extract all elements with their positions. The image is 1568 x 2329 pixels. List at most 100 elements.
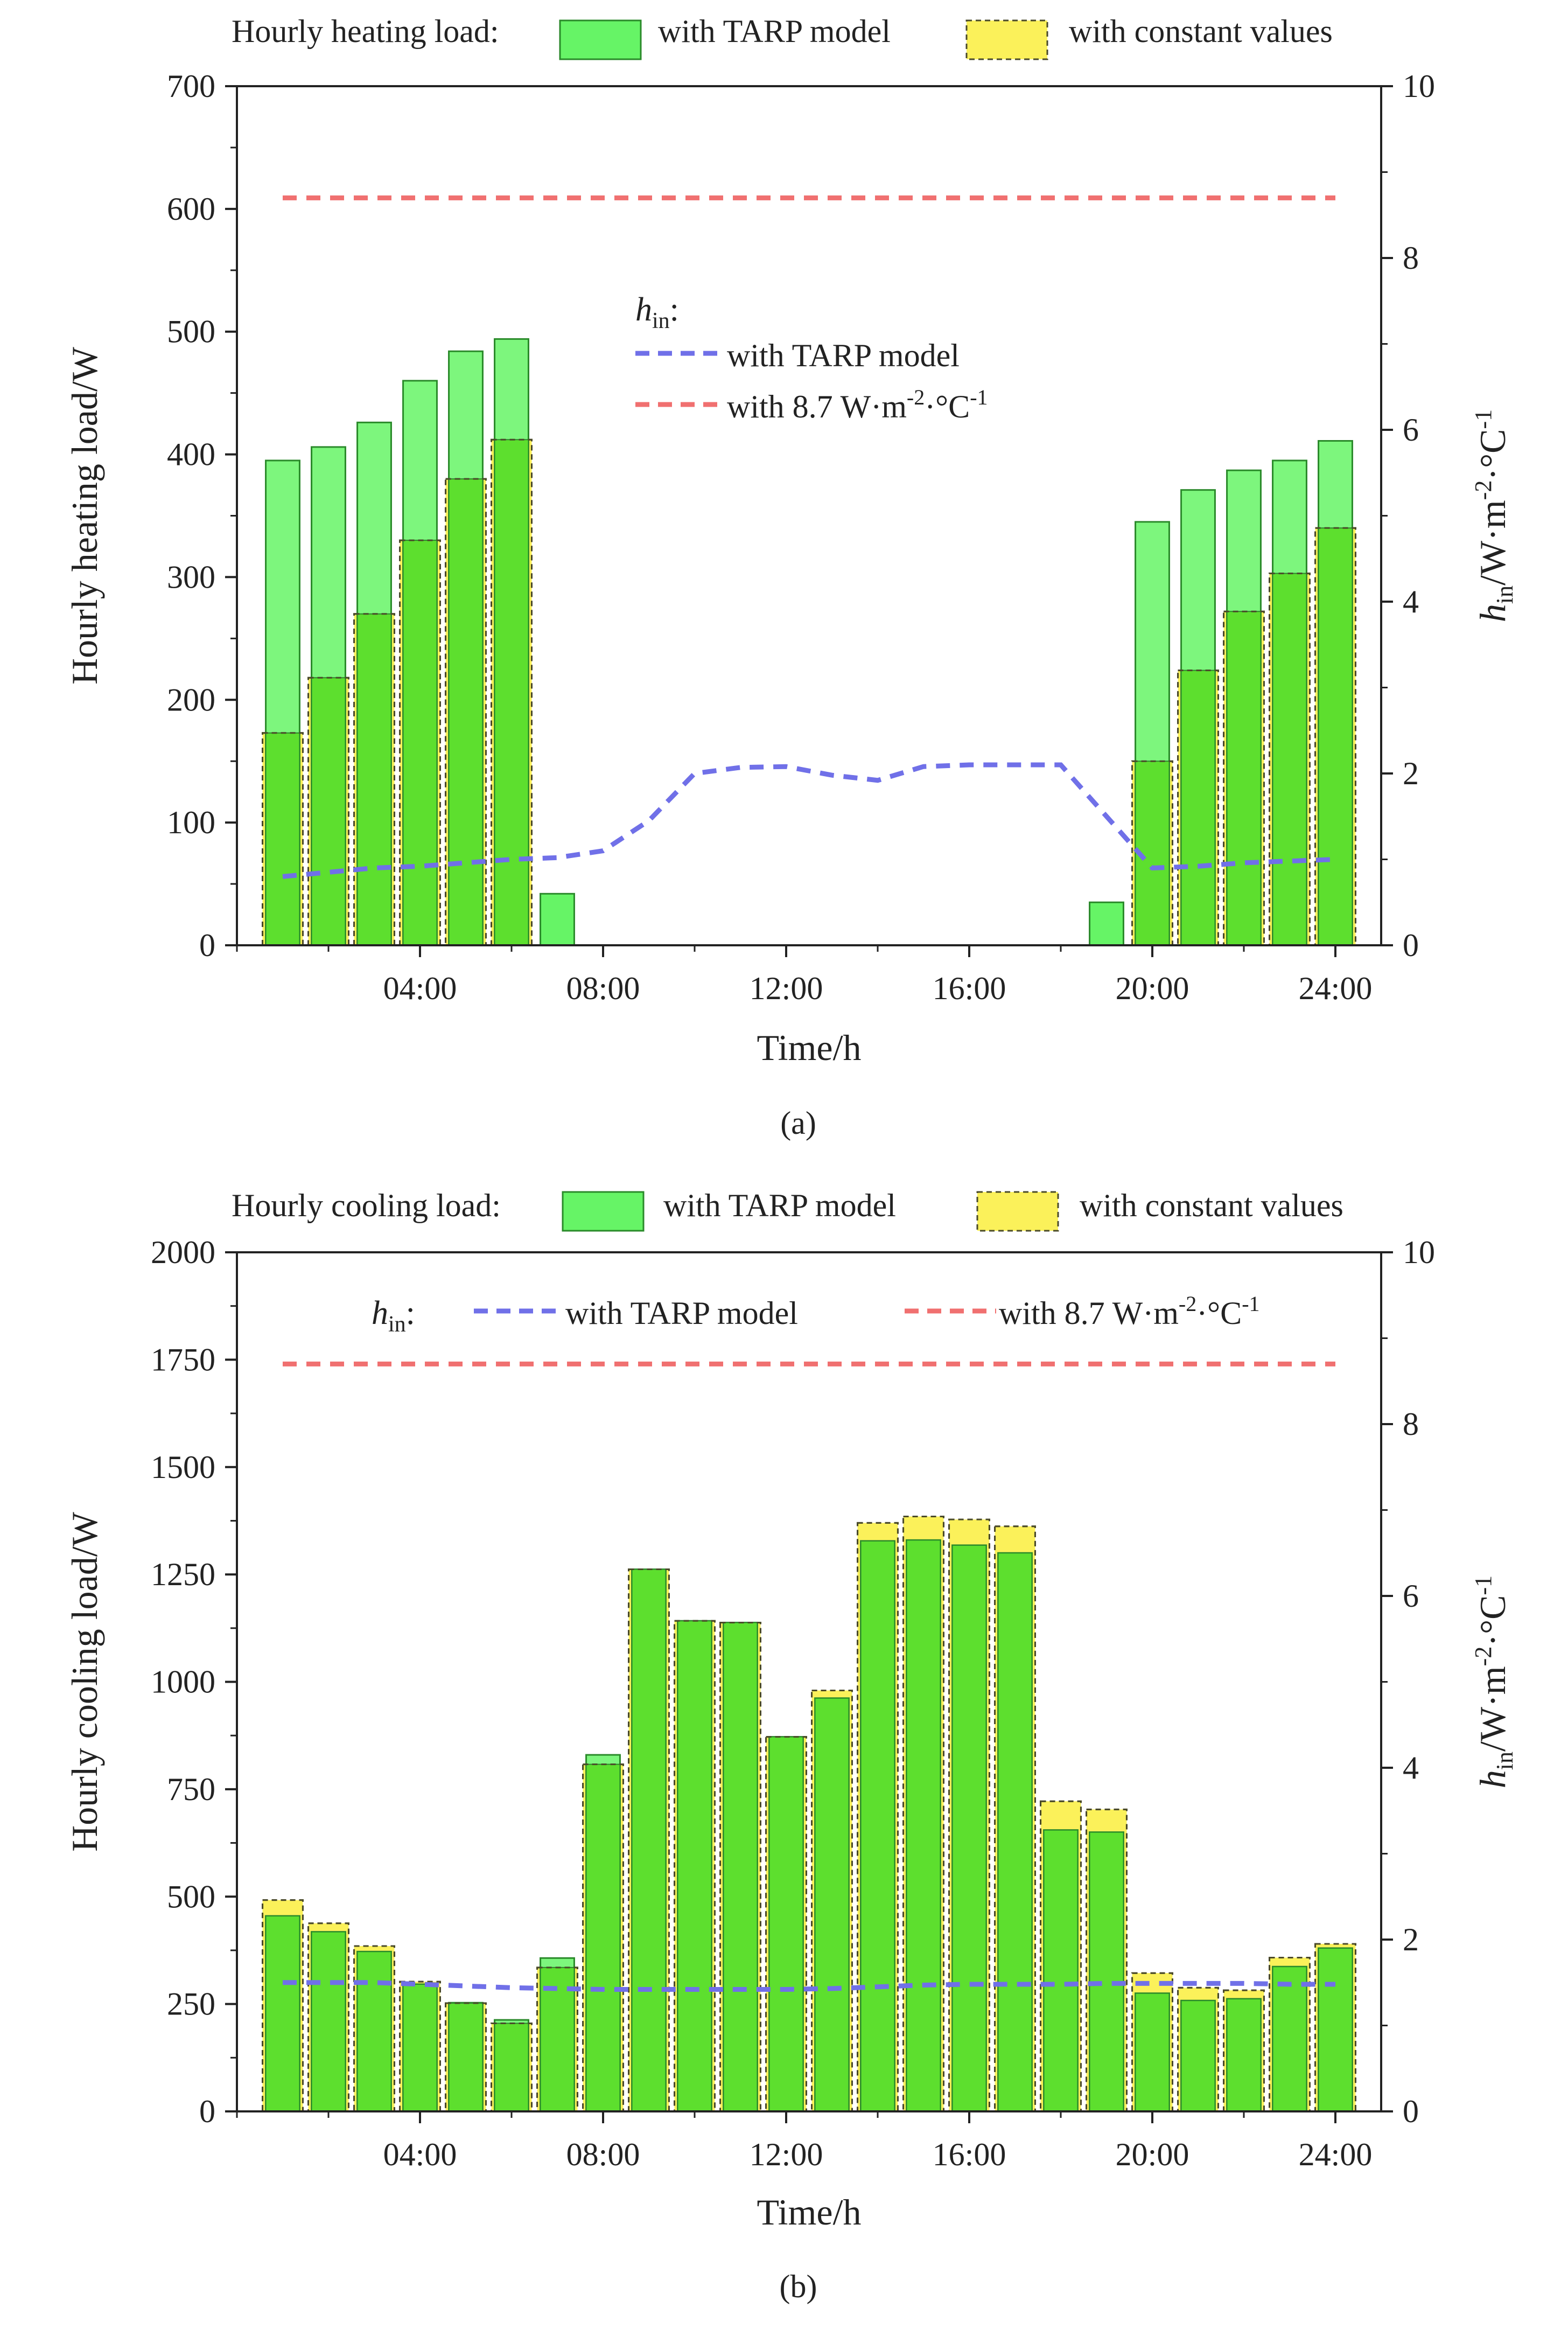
bar-constant-outline-hour-4 [399,539,441,946]
bar-overlap-hour-22 [1226,611,1262,946]
y2-axis-label: hin/W·m-2·°C-1 [1470,1575,1518,1788]
xtick-label: 04:00 [383,971,457,1006]
y2-label-sup1: -2 [1470,480,1496,500]
ytick-label: 100 [167,805,215,840]
ytick-label: 300 [167,559,215,595]
bar-constant-outline-hour-11 [719,1621,761,2112]
bars [262,1515,1356,2112]
hin-legend-const-sup1: -2 [907,385,925,409]
bar-overlap-hour-4 [402,540,438,946]
bar-overlap-hour-5 [448,2003,484,2112]
xtick-label: 12:00 [750,971,823,1006]
bar-overlap-hour-24 [1318,1947,1353,2112]
y2tick-label: 4 [1403,1750,1419,1786]
xtick-label: 08:00 [566,971,640,1006]
bar-overlap-hour-17 [997,1552,1033,2112]
hin-legend-label-constant: with 8.7 W·m-2·°C-1 [727,385,988,424]
bars [262,338,1356,946]
legend-label-constant: with constant values [1069,13,1333,49]
ytick-label: 1750 [151,1342,215,1377]
ytick-label: 1000 [151,1664,215,1700]
ytick-label: 0 [199,928,215,963]
bar-constant-outline-hour-9 [628,1568,670,2112]
panel-label: (a) [780,1105,816,1141]
ytick-label: 2000 [151,1235,215,1270]
bar-overlap-hour-7 [540,1967,575,2112]
y2tick-label: 6 [1403,412,1419,448]
bar-constant-outline-hour-2 [307,677,349,946]
x-axis-label: Time/h [757,1027,861,1068]
bar-overlap-hour-6 [494,439,529,946]
y2-label-sup2: -1 [1470,409,1496,429]
y2tick-label: 8 [1403,240,1419,276]
y2tick-label: 4 [1403,584,1419,619]
y2tick-label: 0 [1403,928,1419,963]
legend-swatch-constant [965,19,1048,60]
bar-constant-outline-hour-1 [262,1899,304,2112]
bar-overlap-hour-24 [1318,527,1353,946]
bar-constant-outline-hour-22 [1223,1989,1265,2112]
legend-title: Hourly heating load: [232,13,499,49]
bar-constant-outline-hour-20 [1131,760,1173,946]
xtick-label: 24:00 [1299,971,1373,1006]
y2-label-sub: in [1492,1752,1518,1770]
y2-label-sup1: -2 [1470,1647,1496,1666]
bar-overlap-hour-6 [494,2023,529,2112]
hin-legend-const-sup2: -1 [970,385,988,409]
bar-overlap-hour-9 [631,1568,667,2112]
bar-tarp-hour-7 [540,892,575,946]
bar-overlap-hour-23 [1272,573,1307,946]
hin-line-tarp [283,1980,1335,1992]
y2-label-mid: ·°C [1472,429,1513,480]
bar-overlap-hour-21 [1180,2000,1216,2112]
y2-label-rest: /W·m [1472,1666,1513,1752]
bar-constant-outline-hour-20 [1131,1972,1173,2112]
bar-overlap-hour-10 [677,1620,712,2112]
y-axis-label: Hourly cooling load/W [64,1511,105,1852]
legend-label-tarp: with TARP model [663,1188,896,1223]
y2tick-label: 0 [1403,2094,1419,2129]
bar-tarp-hour-19 [1089,901,1124,946]
ytick-label: 600 [167,191,215,227]
hin-legend-const-mid: ·°C [1196,1295,1242,1331]
hin-legend-label-tarp: with TARP model [565,1295,798,1331]
x-axis-label: Time/h [757,2192,861,2233]
bar-constant-outline-hour-6 [491,438,533,946]
y2-label-sub: in [1492,585,1518,604]
y2-label-h: h [1472,604,1513,622]
bar-overlap-hour-13 [814,1697,850,2112]
bar-overlap-hour-22 [1226,1998,1262,2112]
xtick-label: 20:00 [1116,971,1189,1006]
y2tick-label: 2 [1403,1922,1419,1957]
y2tick-label: 2 [1403,756,1419,791]
ytick-label: 250 [167,1986,215,2022]
bar-constant-outline-hour-3 [353,613,395,946]
bar-constant-outline-hour-24 [1314,1943,1356,2112]
bar-overlap-hour-3 [356,613,392,946]
bar-overlap-hour-1 [265,732,300,946]
bar-overlap-hour-1 [265,1915,300,2112]
y2-label-mid: ·°C [1472,1595,1513,1646]
bar-overlap-hour-16 [951,1544,987,2112]
bar-constant-outline-hour-1 [262,732,304,946]
bar-overlap-hour-15 [906,1539,941,2112]
bar-overlap-hour-2 [311,1931,346,2112]
bar-overlap-hour-23 [1272,1966,1307,2112]
y2-axis-label: hin/W·m-2·°C-1 [1470,409,1518,622]
hin-legend-const-sup2: -1 [1242,1292,1259,1316]
bar-overlap-hour-21 [1180,670,1216,946]
hin-legend-sub: in [652,309,670,333]
y2tick-label: 10 [1403,68,1435,104]
bar-overlap-hour-11 [723,1622,758,2112]
bar-constant-outline-hour-3 [353,1945,395,2112]
bar-overlap-hour-12 [768,1736,804,2112]
hin-legend-const-sup1: -2 [1179,1292,1196,1316]
y2-label-h: h [1472,1770,1513,1788]
hin-legend-colon: : [670,291,679,328]
bar-overlap-hour-18 [1043,1829,1079,2112]
y2tick-label: 6 [1403,1578,1419,1614]
y2tick-label: 10 [1403,1235,1435,1270]
hin-legend-const-pre: with 8.7 W·m [999,1295,1179,1331]
xtick-label: 16:00 [933,971,1006,1006]
